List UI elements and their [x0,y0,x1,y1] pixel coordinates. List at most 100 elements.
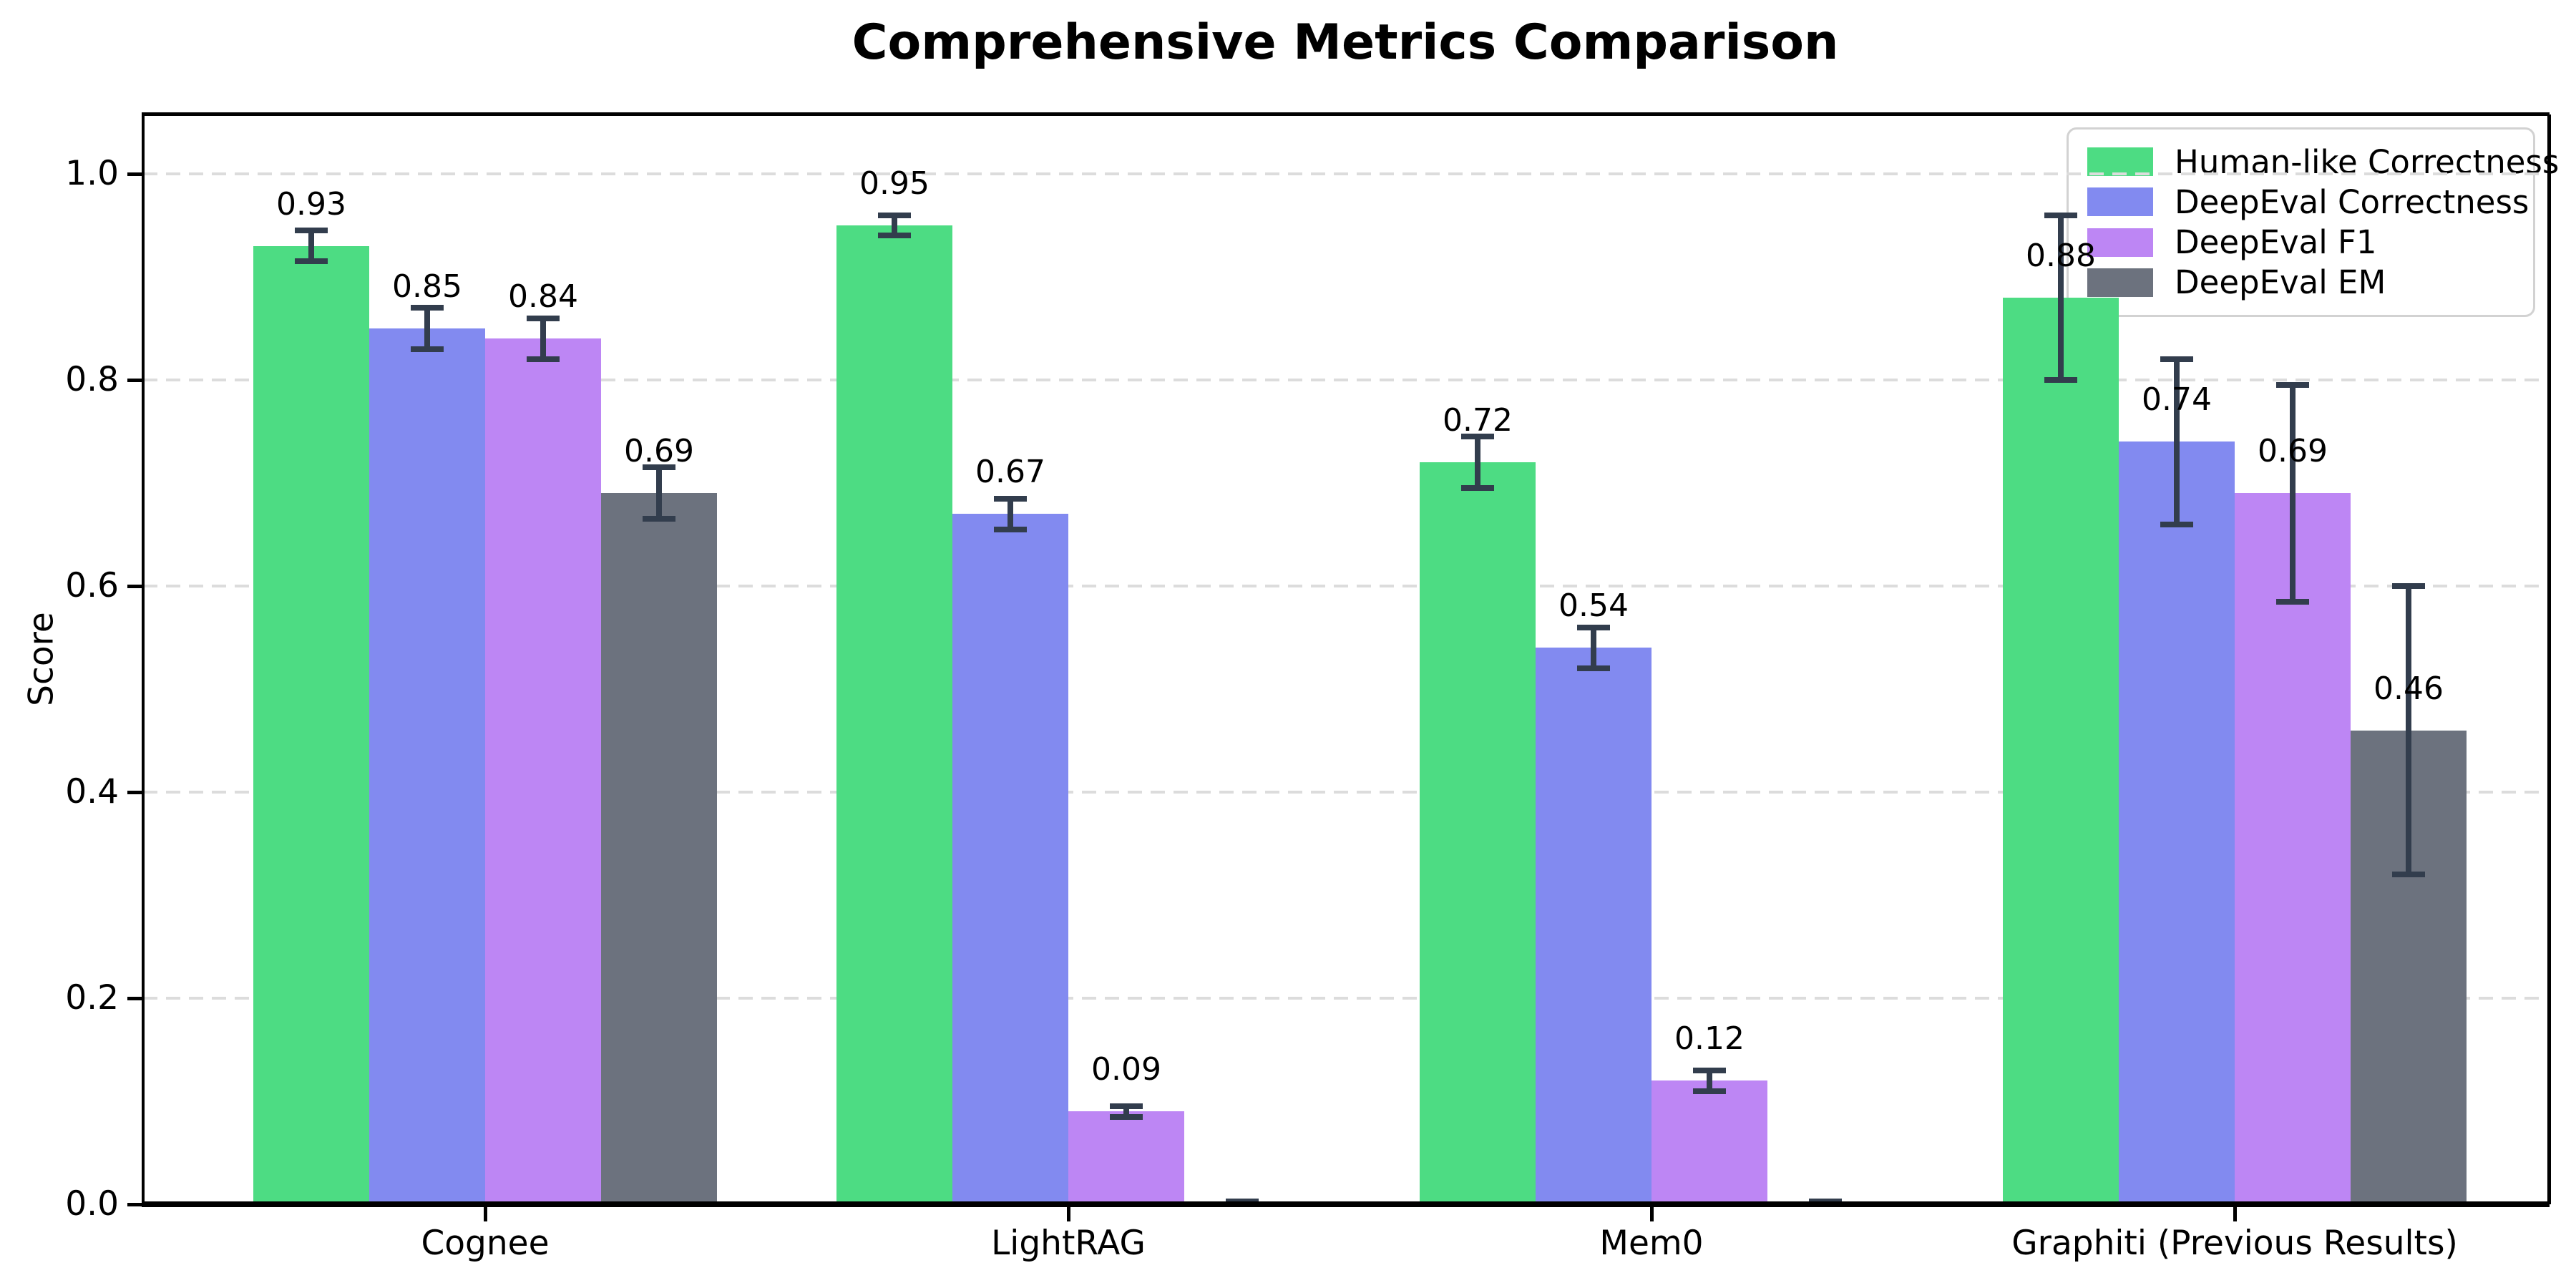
gridline [143,791,2547,794]
bar-value-label: 0.54 [1558,587,1629,625]
legend-label: DeepEval EM [2175,263,2386,302]
error-bar [1123,1106,1129,1117]
legend-swatch [2087,228,2153,257]
gridline [143,379,2547,381]
bar-deepeval-f1 [485,338,601,1204]
error-bar-cap-bottom [1110,1113,1143,1120]
bar-human-like-correctness [1420,462,1536,1204]
axis-spine-top [142,112,2550,116]
error-bar-cap-bottom [527,356,560,363]
y-tick-mark [127,791,143,794]
error-bar-cap-top [527,315,560,321]
y-tick-mark [127,379,143,382]
y-tick-mark [127,585,143,588]
error-bar-cap-top [878,212,911,218]
error-bar-cap-bottom [1577,665,1610,672]
bar-value-label: 0.09 [1091,1051,1161,1088]
error-bar [424,308,430,349]
x-tick-label: Mem0 [1599,1224,1704,1263]
error-bar-cap-bottom [2392,872,2425,878]
error-bar [1707,1070,1712,1091]
legend-item: DeepEval F1 [2087,225,2514,260]
legend-item: DeepEval Correctness [2087,184,2529,220]
axis-spine-bottom [142,1201,2550,1207]
legend-label: DeepEval Correctness [2175,182,2529,221]
bar-value-label: 0.84 [508,278,578,316]
error-bar-cap-bottom [2160,521,2193,527]
y-tick-label: 0.8 [65,360,119,399]
gridline [143,997,2547,1000]
bar-value-label: 0.46 [2373,670,2444,707]
bar-value-label: 0.72 [1443,402,1513,439]
y-tick-label: 0.4 [65,772,119,811]
bar-value-label: 0.69 [624,433,694,470]
y-tick-label: 0.6 [65,566,119,605]
error-bar-cap-top [411,305,444,311]
bar-value-label: 0.95 [859,165,930,202]
error-bar [2290,385,2296,602]
x-tick-mark [1067,1204,1070,1221]
bar-human-like-correctness [836,225,952,1204]
y-tick-label: 0.2 [65,978,119,1018]
error-bar-cap-top [1226,1198,1259,1204]
y-tick-mark [127,172,143,176]
error-bar-cap-top [295,228,328,234]
legend-swatch [2087,147,2153,176]
axis-spine-left [142,114,145,1204]
x-tick-mark [484,1204,487,1221]
y-axis-label: Score [21,612,62,706]
bar-value-label: 0.88 [2026,237,2096,274]
error-bar [540,318,546,360]
error-bar [2174,359,2180,525]
legend-swatch [2087,187,2153,217]
x-tick-label: LightRAG [991,1224,1146,1263]
error-bar-cap-bottom [2276,598,2309,605]
x-tick-mark [2233,1204,2237,1221]
legend-label: DeepEval F1 [2175,223,2377,262]
error-bar-cap-top [643,464,675,471]
error-bar-cap-bottom [295,258,328,265]
bar-deepeval-f1 [1068,1111,1184,1204]
x-tick-label: Graphiti (Previous Results) [2011,1224,2458,1263]
error-bar [2058,215,2064,380]
bar-deepeval-correctness [2119,441,2235,1204]
error-bar-cap-bottom [1461,485,1494,492]
error-bar [1591,627,1596,669]
axis-spine-right [2547,114,2551,1204]
error-bar-cap-top [1461,434,1494,440]
bar-deepeval-f1 [2235,493,2351,1204]
bar-deepeval-f1 [1652,1080,1767,1204]
error-bar-cap-top [2392,583,2425,589]
error-bar-cap-bottom [2044,377,2077,383]
error-bar [2406,586,2411,875]
error-bar-cap-top [994,495,1027,502]
bar-deepeval-correctness [369,328,485,1204]
gridline [143,585,2547,587]
y-tick-label: 0.0 [65,1184,119,1224]
error-bar [1008,498,1013,530]
error-bar-cap-bottom [1693,1088,1726,1094]
error-bar [1475,436,1480,489]
y-tick-mark [127,1203,143,1206]
bar-value-label: 0.93 [276,185,346,223]
error-bar-cap-top [1577,624,1610,630]
gridline [143,172,2547,175]
error-bar-cap-bottom [643,516,675,522]
legend-swatch [2087,268,2153,297]
bar-human-like-correctness [253,245,369,1204]
error-bar [656,467,662,519]
bar-value-label: 0.74 [2142,381,2212,419]
error-bar-cap-top [1110,1103,1143,1110]
error-bar-cap-top [2276,382,2309,389]
error-bar-cap-top [2044,212,2077,218]
bar-value-label: 0.67 [975,454,1045,491]
error-bar-cap-top [1809,1198,1842,1204]
error-bar-cap-bottom [878,233,911,239]
y-tick-label: 1.0 [65,154,119,193]
error-bar-cap-top [1693,1067,1726,1073]
bar-value-label: 0.69 [2258,433,2328,470]
chart-title: Comprehensive Metrics Comparison [852,14,1839,71]
bar-human-like-correctness [2003,297,2119,1204]
error-bar [892,215,897,236]
x-tick-mark [1650,1204,1654,1221]
